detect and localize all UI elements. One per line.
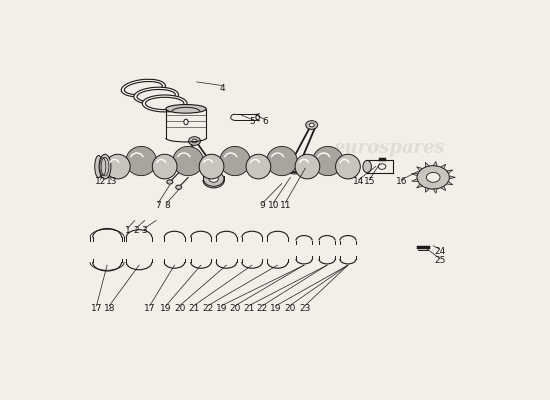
Circle shape	[176, 185, 182, 189]
Text: 9: 9	[260, 200, 266, 210]
Text: 18: 18	[103, 304, 115, 313]
Ellipse shape	[246, 154, 271, 179]
Ellipse shape	[309, 123, 314, 127]
Text: eurospares: eurospares	[333, 139, 444, 157]
Text: 23: 23	[299, 304, 311, 313]
Polygon shape	[447, 182, 453, 185]
Ellipse shape	[126, 146, 157, 176]
Ellipse shape	[124, 82, 162, 94]
Text: 22: 22	[202, 304, 213, 313]
Ellipse shape	[283, 161, 306, 174]
Text: 6: 6	[262, 118, 268, 126]
Ellipse shape	[312, 146, 343, 176]
Circle shape	[167, 180, 173, 184]
Polygon shape	[416, 167, 422, 171]
Text: eurospares: eurospares	[171, 157, 283, 175]
Text: 17: 17	[91, 304, 102, 313]
Text: 8: 8	[164, 200, 169, 210]
Polygon shape	[449, 176, 455, 179]
Text: 10: 10	[268, 200, 279, 210]
Polygon shape	[425, 162, 430, 167]
Polygon shape	[447, 170, 453, 173]
Ellipse shape	[166, 104, 206, 113]
Text: 15: 15	[364, 178, 375, 186]
Ellipse shape	[137, 90, 175, 102]
Text: 20: 20	[229, 304, 241, 313]
Text: 19: 19	[216, 304, 227, 313]
Text: 1: 1	[125, 226, 130, 235]
Text: 14: 14	[353, 178, 364, 186]
Ellipse shape	[209, 176, 218, 182]
Text: 11: 11	[279, 200, 291, 210]
Text: 25: 25	[434, 256, 446, 265]
Text: 17: 17	[144, 304, 156, 313]
Ellipse shape	[199, 154, 224, 179]
Circle shape	[426, 172, 440, 182]
Ellipse shape	[192, 139, 197, 143]
Polygon shape	[441, 164, 446, 168]
Ellipse shape	[336, 154, 360, 179]
Ellipse shape	[173, 146, 204, 176]
Ellipse shape	[219, 146, 250, 176]
Text: 2: 2	[133, 226, 139, 235]
Ellipse shape	[189, 137, 200, 145]
Text: 22: 22	[257, 304, 268, 313]
Text: 19: 19	[160, 304, 172, 313]
Polygon shape	[441, 186, 446, 190]
Ellipse shape	[289, 164, 300, 172]
Text: 4: 4	[219, 84, 225, 92]
Text: 7: 7	[156, 200, 161, 210]
Ellipse shape	[184, 119, 188, 125]
Circle shape	[417, 166, 449, 189]
Ellipse shape	[145, 97, 184, 110]
Ellipse shape	[134, 87, 178, 104]
Polygon shape	[416, 184, 422, 188]
Polygon shape	[433, 162, 437, 166]
Text: 16: 16	[395, 178, 407, 186]
Ellipse shape	[306, 121, 318, 129]
Text: 12: 12	[95, 178, 106, 186]
Ellipse shape	[99, 154, 111, 179]
Ellipse shape	[152, 154, 177, 179]
Polygon shape	[433, 189, 437, 193]
Text: 13: 13	[106, 178, 117, 186]
Polygon shape	[411, 179, 418, 182]
Text: 21: 21	[188, 304, 199, 313]
Ellipse shape	[106, 154, 130, 179]
Text: 21: 21	[243, 304, 254, 313]
Ellipse shape	[142, 95, 187, 112]
Text: 20: 20	[284, 304, 295, 313]
Polygon shape	[425, 188, 430, 192]
Ellipse shape	[295, 154, 320, 179]
Ellipse shape	[204, 172, 224, 186]
Text: 24: 24	[434, 247, 445, 256]
Polygon shape	[411, 173, 418, 176]
Text: 5: 5	[249, 118, 255, 126]
Text: 3: 3	[142, 226, 147, 235]
Ellipse shape	[267, 146, 297, 176]
Ellipse shape	[363, 160, 371, 173]
Ellipse shape	[121, 79, 166, 97]
Text: 19: 19	[270, 304, 282, 313]
Ellipse shape	[95, 156, 102, 178]
Text: 20: 20	[174, 304, 185, 313]
Ellipse shape	[378, 164, 386, 169]
